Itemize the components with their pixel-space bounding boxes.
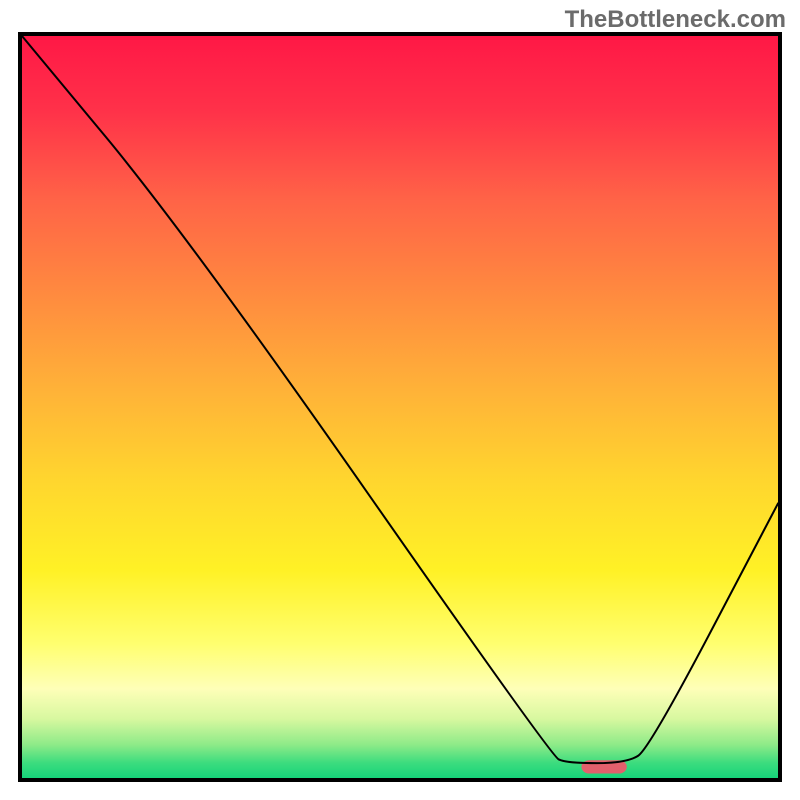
watermark-text: TheBottleneck.com bbox=[565, 6, 786, 34]
gradient-background bbox=[22, 36, 778, 778]
bottleneck-chart bbox=[0, 0, 800, 800]
chart-frame: TheBottleneck.com bbox=[0, 0, 800, 800]
